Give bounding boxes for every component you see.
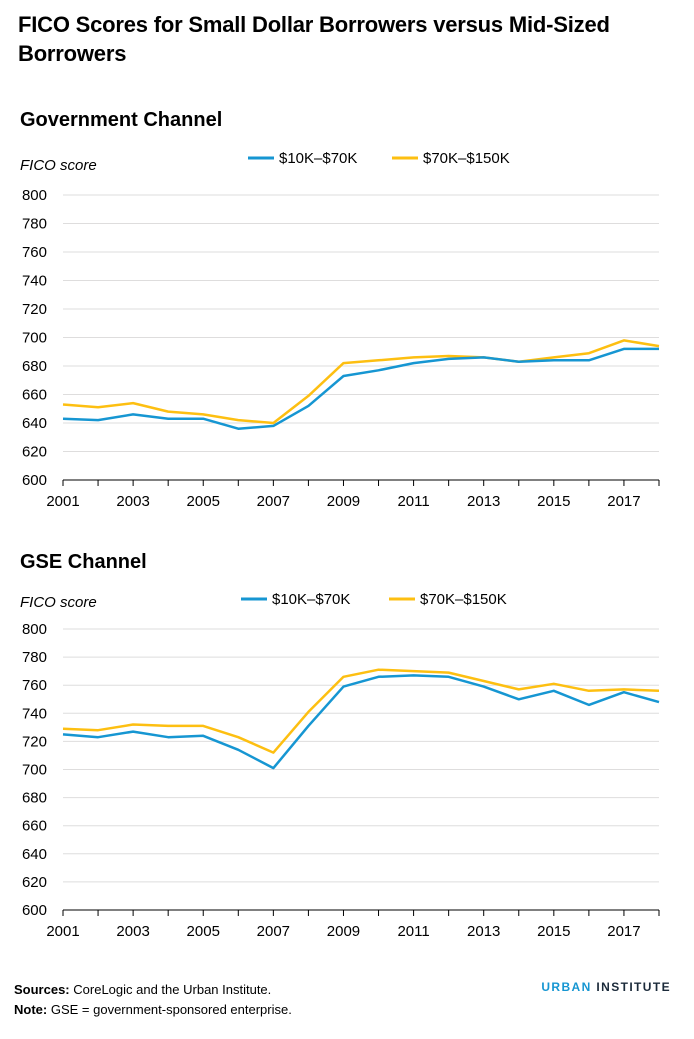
- page-title: FICO Scores for Small Dollar Borrowers v…: [18, 12, 610, 66]
- y-axis-label: FICO score: [20, 594, 97, 611]
- gse-channel-chart: GSE Channel FICO score $10K–$70K $70K–$150K…: [20, 551, 660, 940]
- panel-title: GSE Channel: [20, 551, 147, 573]
- y-tick-label: 700: [22, 330, 47, 347]
- y-tick-label: 760: [22, 677, 47, 694]
- legend-label-small-dollar: $10K–$70K: [279, 150, 357, 167]
- y-tick-label: 720: [22, 733, 47, 750]
- x-tick-label: 2005: [187, 493, 220, 510]
- y-tick-label: 740: [22, 273, 47, 290]
- x-tick-label: 2015: [537, 923, 570, 940]
- y-axis-label: FICO score: [20, 157, 97, 174]
- note-line: Note: GSE = government-sponsored enterpr…: [14, 1000, 292, 1020]
- x-tick-label: 2003: [116, 493, 149, 510]
- x-tick-label: 2015: [537, 493, 570, 510]
- y-tick-label: 800: [22, 187, 47, 204]
- series-line-small-dollar: [62, 674, 660, 770]
- x-tick-label: 2013: [467, 493, 500, 510]
- logo-word-urban: URBAN: [541, 980, 592, 994]
- x-tick-label: 2007: [257, 923, 290, 940]
- x-tick-label: 2011: [397, 923, 429, 940]
- y-tick-label: 680: [22, 358, 47, 375]
- y-tick-label: 760: [22, 244, 47, 261]
- y-tick-label: 780: [22, 649, 47, 666]
- y-tick-label: 600: [22, 472, 47, 489]
- x-tick-label: 2009: [327, 493, 360, 510]
- note-text: GSE = government-sponsored enterprise.: [50, 1002, 292, 1017]
- y-tick-label: 720: [22, 301, 47, 318]
- legend-label-small-dollar: $10K–$70K: [272, 591, 350, 608]
- sources-label: Sources:: [14, 982, 70, 997]
- x-tick-label: 2013: [467, 923, 500, 940]
- logo-word-institute: INSTITUTE: [596, 980, 671, 994]
- series-line-small-dollar: [62, 347, 659, 430]
- x-tick-label: 2003: [116, 923, 149, 940]
- gse-channel-plot: GSE Channel FICO score $10K–$70K $70K–$150K…: [20, 551, 660, 940]
- y-tick-label: 780: [22, 216, 47, 233]
- y-tick-label: 640: [22, 415, 47, 432]
- government-channel-chart: Government Channel FICO score $10K–$70K $70…: [20, 109, 660, 510]
- x-tick-label: 2009: [327, 923, 360, 940]
- series-line-mid-sized: [62, 668, 660, 754]
- legend-label-mid-sized: $70K–$150K: [423, 150, 510, 167]
- y-tick-label: 600: [22, 902, 47, 919]
- x-tick-label: 2001: [46, 923, 79, 940]
- x-tick-label: 2001: [46, 493, 79, 510]
- y-tick-label: 700: [22, 762, 47, 779]
- y-tick-label: 680: [22, 790, 47, 807]
- y-tick-label: 660: [22, 818, 47, 835]
- legend-label-mid-sized: $70K–$150K: [420, 591, 507, 608]
- y-tick-label: 620: [22, 874, 47, 891]
- y-tick-label: 640: [22, 846, 47, 863]
- x-tick-label: 2011: [397, 493, 429, 510]
- y-tick-label: 800: [22, 621, 47, 638]
- series-line-mid-sized: [62, 339, 660, 425]
- sources-line: Sources: CoreLogic and the Urban Institu…: [14, 980, 292, 1000]
- x-tick-label: 2007: [257, 493, 290, 510]
- y-tick-label: 620: [22, 444, 47, 461]
- panel-title: Government Channel: [20, 109, 222, 131]
- note-label: Note:: [14, 1002, 48, 1017]
- y-tick-label: 740: [22, 705, 47, 722]
- sources-text: CoreLogic and the Urban Institute.: [73, 982, 272, 997]
- urban-institute-logo: URBAN INSTITUTE: [541, 980, 671, 994]
- footer-notes: Sources: CoreLogic and the Urban Institu…: [14, 980, 292, 1020]
- x-tick-label: 2005: [187, 923, 220, 940]
- government-channel-plot: Government Channel FICO score $10K–$70K $70…: [20, 109, 660, 510]
- y-tick-label: 660: [22, 387, 47, 404]
- x-tick-label: 2017: [607, 923, 640, 940]
- x-tick-label: 2017: [607, 493, 640, 510]
